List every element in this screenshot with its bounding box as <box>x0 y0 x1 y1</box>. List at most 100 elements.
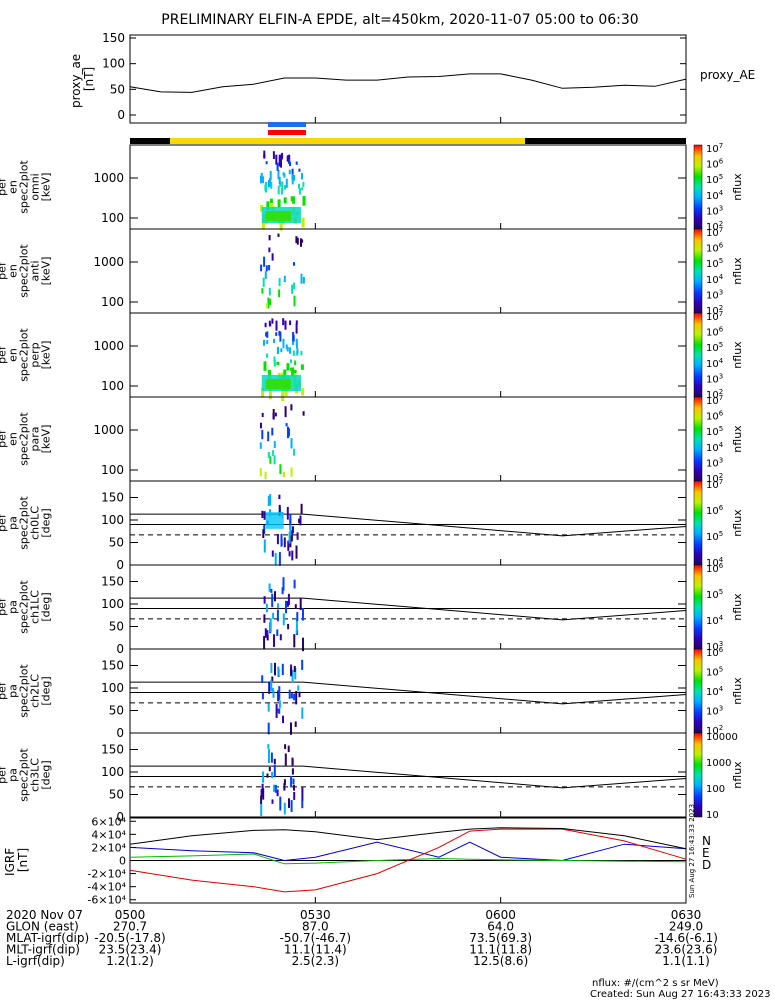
spectrogram-cell <box>292 350 295 356</box>
panel-ylabel-line: pa <box>7 516 20 530</box>
igrf-series-D <box>129 828 687 893</box>
pa-cell <box>294 668 297 680</box>
spectrogram-peak <box>265 379 291 389</box>
pa-cell <box>274 662 276 676</box>
colorbar-tick-base: 10 <box>706 328 719 339</box>
footer-units: nflux: #/(cm^2 s sr MeV) <box>592 978 719 989</box>
spectrogram-cell <box>267 297 270 309</box>
panel-ylabel-line: en <box>7 180 20 194</box>
pa-cell <box>287 623 290 630</box>
panel-ytick-label: 1000 <box>93 423 124 437</box>
panel-frame <box>129 144 687 230</box>
colorbar-tick-label: 102 <box>706 472 723 485</box>
spectrogram-cell <box>282 172 285 176</box>
pa-cell <box>290 800 293 812</box>
spectrogram-cell <box>272 450 275 456</box>
colorbar-tick-base: 10 <box>706 206 719 217</box>
pa-cell <box>297 685 300 691</box>
x-axis-row-value: -20.5(-17.8) <box>94 931 165 945</box>
proxy-ae-ytick-label: 0 <box>117 108 125 122</box>
colorbar-tick-base: 10 <box>706 396 719 407</box>
panel-ytick-label: 0 <box>116 642 124 656</box>
pa-cell <box>271 771 274 778</box>
spectrogram-cell <box>261 288 264 294</box>
spectrogram-cell <box>259 468 262 477</box>
panel-ylabel-line: [keV] <box>40 425 53 454</box>
pa-cell <box>299 515 302 526</box>
spectrogram-cell <box>281 390 285 401</box>
pa-cell <box>298 691 301 698</box>
pa-cell <box>276 789 279 797</box>
pa-cell <box>277 666 280 676</box>
spectrogram-cell <box>278 330 281 336</box>
colorbar-tick-exp: 5 <box>719 666 723 674</box>
spectrogram-cell <box>260 175 262 184</box>
colorbar-tick-label: 106 <box>706 326 724 339</box>
spectrogram-cell <box>289 161 291 167</box>
colorbar-tick-label: 106 <box>706 242 724 255</box>
pa-cell <box>292 526 294 534</box>
spectrogram-cell <box>290 467 293 477</box>
panel-ylabel-line: pa <box>7 684 20 698</box>
panel-ylabel-line: [keV] <box>40 173 53 202</box>
panel-ylabel-line: [keV] <box>40 257 53 286</box>
igrf-ytick-label: -4×10⁴ <box>87 881 126 894</box>
side-stamp: Sun Aug 27 16:43:33 2023 <box>688 804 696 898</box>
colorbar-label: nflux <box>731 593 744 621</box>
panel-ytick-label: 0 <box>116 726 124 740</box>
x-axis-row-value: 0500 <box>115 908 146 922</box>
pa-cell <box>262 529 265 538</box>
igrf-ylabel-line1: IGRF <box>3 848 17 876</box>
colorbar-tick-base: 10 <box>706 707 719 718</box>
colorbar-tick-base: 10 <box>706 642 719 653</box>
x-axis-row-label: MLAT-igrf(dip) <box>6 931 89 945</box>
panel-ylabel: elapefenspec2plotperp[keV] <box>0 328 53 382</box>
proxy-ae-line <box>129 73 687 93</box>
spectrogram-cell <box>284 320 287 330</box>
panel-spec_perp: elapefenspec2plotperp[keV]10010001021031… <box>0 310 744 401</box>
pa-cell <box>291 757 294 766</box>
pa-cell <box>271 799 274 804</box>
spectrogram-cell <box>284 406 287 418</box>
colorbar-tick-label: 10 <box>706 810 719 821</box>
igrf-legend-d: D <box>702 858 711 872</box>
colorbar-tick-exp: 3 <box>719 456 723 464</box>
colorbar-tick-exp: 4 <box>719 614 724 622</box>
pa-cell <box>295 618 298 629</box>
colorbar-tick-label: 107 <box>706 394 723 407</box>
colorbar-tick-exp: 4 <box>719 273 724 281</box>
spectrogram-cell <box>278 176 281 185</box>
igrf-ylabel: IGRF [nT] <box>3 844 30 876</box>
spectrogram-cell <box>272 151 275 159</box>
spectrogram-cell <box>281 181 284 192</box>
spectrogram-cell <box>295 323 298 334</box>
spectrogram-cell <box>266 340 269 344</box>
igrf-lines <box>129 827 687 903</box>
colorbar-label: nflux <box>731 341 744 369</box>
pa-cell <box>276 609 279 622</box>
x-axis-row-value: 87.0 <box>302 920 329 934</box>
spectrogram-cell <box>261 429 264 440</box>
spectrogram-cell <box>300 350 303 356</box>
spectrogram-panels: elapefenspec2plotomni[keV]10010001021031… <box>0 142 744 824</box>
spectrogram-cell <box>284 185 286 190</box>
pa-cell <box>264 628 267 638</box>
colorbar-tick-exp: 7 <box>719 226 723 234</box>
spectrogram-cell <box>265 161 268 165</box>
colorbar-strip <box>693 648 703 734</box>
panel-ytick-label: 100 <box>101 513 124 527</box>
x-axis-table: 2020 Nov 07 0500 0530 0600 0630 GLON (east) 27… <box>6 908 718 968</box>
spectrogram-cell <box>300 238 302 247</box>
proxy-ae-ylabel-line2: [nT] <box>82 67 96 91</box>
pa-cell <box>265 603 268 613</box>
pa-cell <box>266 630 269 637</box>
x-axis-row-label: 2020 Nov 07 <box>6 908 83 922</box>
pa-cell <box>270 679 273 692</box>
colorbar-tick-base: 10 <box>706 160 719 171</box>
spectrogram-cell <box>266 201 270 210</box>
spectrogram-cell <box>268 320 271 327</box>
spectrogram-cell <box>294 360 297 366</box>
spectrogram-cell <box>268 247 271 253</box>
pa-cell <box>271 676 274 682</box>
